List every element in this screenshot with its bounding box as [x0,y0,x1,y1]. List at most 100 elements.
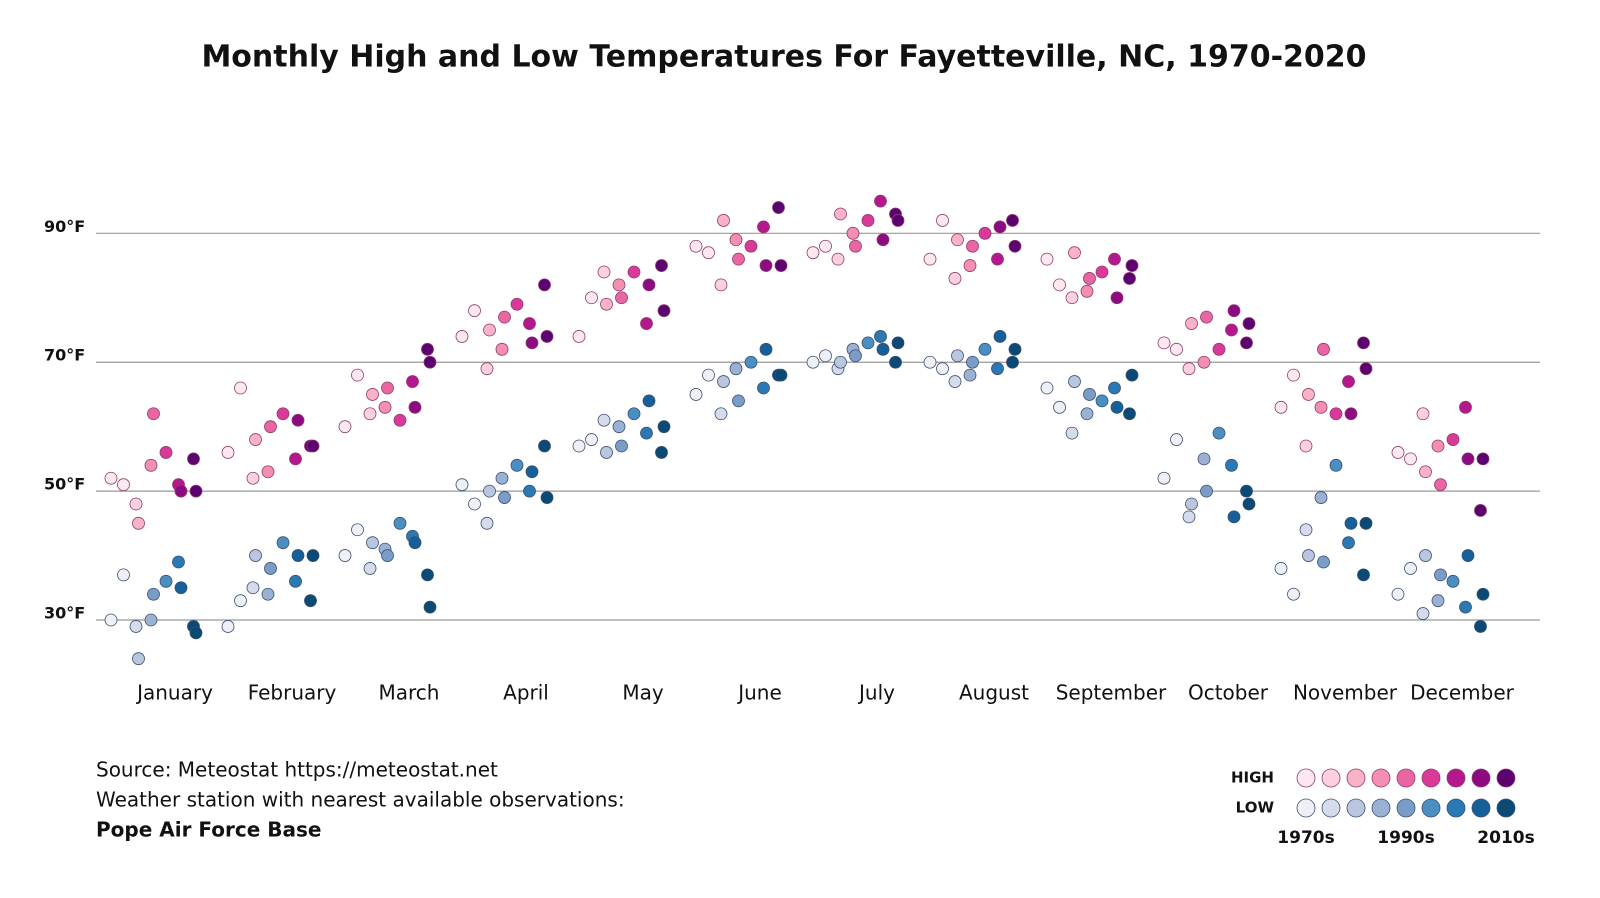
data-point [538,278,551,292]
y-tick-label: 70°F [44,346,85,365]
data-point [936,214,949,227]
data-point [1404,562,1417,575]
data-point [246,471,260,485]
x-tick-label: November [1293,681,1398,705]
data-point [714,278,728,292]
legend-swatch [1296,768,1316,788]
legend-swatch [1346,768,1366,788]
data-point [306,439,320,453]
data-point [538,439,551,453]
legend-swatch [1446,768,1466,788]
data-point [806,246,820,260]
data-point [597,265,611,279]
data-point [393,516,407,530]
data-point [1357,568,1370,582]
data-point [393,413,407,427]
data-point [289,452,302,466]
legend-swatch [1496,798,1516,818]
data-point [1080,284,1094,298]
data-point [1170,433,1183,446]
data-point [234,594,247,608]
data-point [1108,252,1121,266]
data-point [1182,362,1196,376]
legend-swatch [1471,798,1491,818]
data-point [1416,407,1430,421]
data-point [774,368,788,382]
data-point [480,362,494,376]
data-point [1008,239,1022,253]
data-point [381,549,394,562]
data-point [189,626,203,640]
data-point [1200,310,1213,324]
data-point [1125,368,1139,382]
x-tick-label: September [1056,681,1167,705]
data-point [366,388,379,401]
data-point [1459,600,1472,614]
data-point [923,355,937,369]
data-point [702,246,715,260]
data-point [104,613,118,627]
data-point [234,381,247,395]
data-point [657,420,671,434]
data-point [132,652,145,666]
legend-swatch [1446,798,1466,818]
x-tick-label: February [248,681,337,705]
data-point [702,368,715,382]
data-point [806,355,820,369]
data-point [1476,587,1490,601]
data-point [993,330,1007,343]
data-point [572,439,586,453]
data-point [468,497,481,511]
data-point [1419,549,1432,562]
legend-swatch [1421,768,1441,788]
data-point [455,330,469,343]
data-point [642,278,656,292]
data-point [585,291,598,305]
data-point [612,420,626,434]
data-point [615,291,628,305]
data-point [1040,381,1054,395]
data-point [874,330,887,343]
data-point [1068,375,1081,388]
data-point [498,491,511,504]
data-point [1185,317,1198,330]
data-point [640,317,653,330]
data-point [732,394,745,408]
data-point [1242,497,1256,511]
data-point [1110,400,1124,414]
data-point [1080,407,1094,421]
data-point [846,226,860,240]
data-point [1416,607,1430,620]
data-point [249,433,262,446]
data-point [221,446,235,459]
data-point [627,265,641,279]
data-point [1317,342,1330,356]
data-point [948,375,962,388]
legend-swatch [1296,798,1316,818]
legend-swatch [1496,768,1516,788]
data-point [627,407,641,421]
data-point [159,574,173,588]
data-point [951,233,964,247]
data-point [408,400,422,414]
data-point [495,471,509,485]
legend-swatch [1421,798,1441,818]
data-point [1344,516,1358,530]
data-point [483,484,496,498]
data-point [1108,381,1121,395]
data-point [1474,620,1487,633]
data-point [1476,452,1490,466]
data-point [378,400,392,414]
data-point [144,613,158,627]
x-tick-label: October [1188,681,1269,705]
data-point [849,239,862,253]
data-point [276,407,290,421]
data-point [1299,439,1313,453]
data-point [187,452,200,466]
data-point [1170,342,1183,356]
data-point [759,259,773,272]
data-point [1182,510,1196,524]
data-point [221,620,235,633]
data-point [304,594,317,608]
data-point [351,523,364,537]
